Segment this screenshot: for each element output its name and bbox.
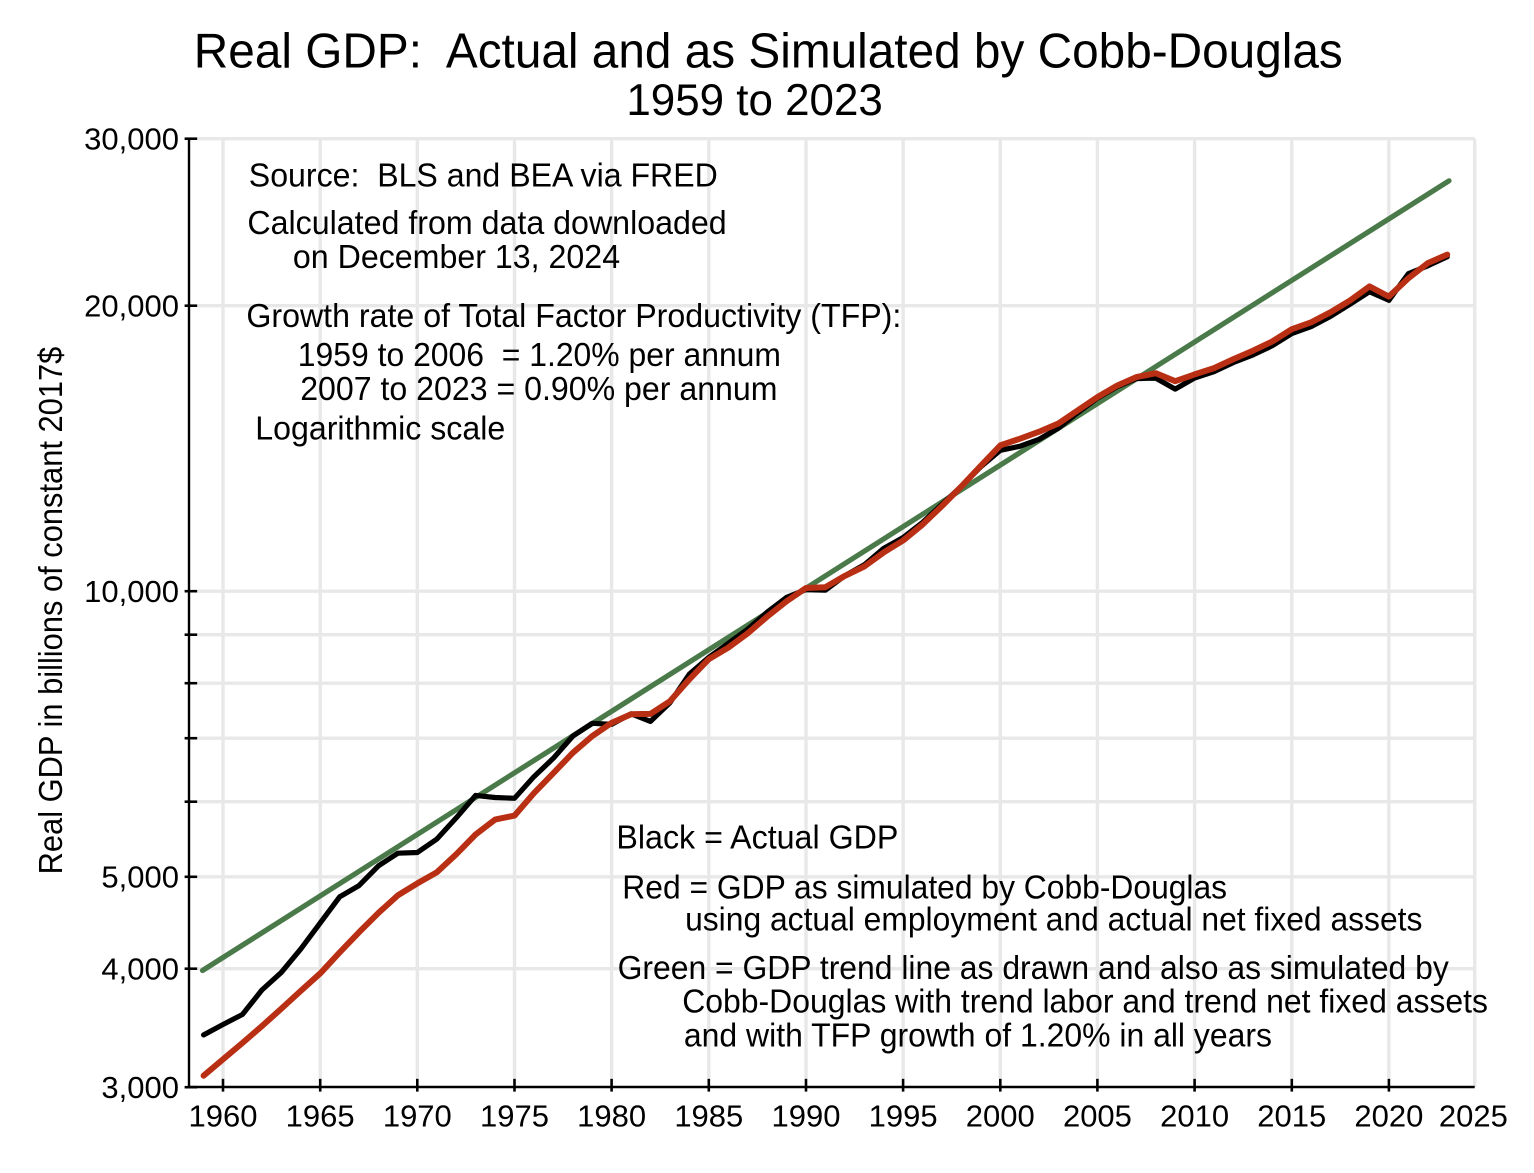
svg-text:2015: 2015 — [1257, 1098, 1326, 1133]
svg-text:1975: 1975 — [480, 1098, 549, 1133]
svg-text:Source: BLS and BEA via FRED: Source: BLS and BEA via FRED — [249, 157, 718, 194]
svg-text:Cobb-Douglas with trend labor: Cobb-Douglas with trend labor and trend … — [682, 982, 1488, 1019]
svg-text:using actual employment and ac: using actual employment and actual net f… — [685, 900, 1422, 937]
svg-text:Green = GDP trend line as draw: Green = GDP trend line as drawn and also… — [618, 949, 1450, 986]
svg-text:2005: 2005 — [1063, 1098, 1132, 1133]
svg-text:and with TFP growth of 1.20% i: and with TFP growth of 1.20% in all year… — [684, 1017, 1272, 1054]
svg-text:1990: 1990 — [771, 1098, 840, 1133]
svg-text:1980: 1980 — [577, 1098, 646, 1133]
svg-text:2000: 2000 — [966, 1098, 1035, 1133]
svg-text:1960: 1960 — [189, 1098, 258, 1133]
svg-text:20,000: 20,000 — [84, 289, 179, 324]
svg-text:on December 13, 2024: on December 13, 2024 — [293, 238, 620, 275]
svg-text:1959 to 2006 = 1.20% per annu: 1959 to 2006 = 1.20% per annum — [298, 336, 781, 373]
svg-text:Calculated from data downloade: Calculated from data downloaded — [247, 204, 726, 241]
svg-text:2010: 2010 — [1160, 1098, 1229, 1133]
svg-text:Real GDP in billions of consta: Real GDP in billions of constant 2017$ — [32, 347, 69, 875]
svg-text:Real GDP: Actual and as Simul: Real GDP: Actual and as Simulated by Cob… — [194, 24, 1343, 78]
svg-text:1995: 1995 — [869, 1098, 938, 1133]
svg-text:Red = GDP as simulated by Cobb: Red = GDP as simulated by Cobb-Douglas — [622, 869, 1227, 906]
svg-text:2025: 2025 — [1439, 1098, 1508, 1133]
svg-text:Logarithmic scale: Logarithmic scale — [255, 409, 505, 446]
svg-text:Growth rate of Total Factor Pr: Growth rate of Total Factor Productivity… — [246, 297, 901, 334]
svg-text:1965: 1965 — [286, 1098, 355, 1133]
svg-text:1970: 1970 — [383, 1098, 452, 1133]
svg-text:4,000: 4,000 — [101, 951, 179, 986]
svg-text:5,000: 5,000 — [101, 860, 179, 895]
svg-text:30,000: 30,000 — [84, 122, 179, 157]
svg-text:1959 to 2023: 1959 to 2023 — [626, 76, 883, 125]
svg-text:10,000: 10,000 — [84, 574, 179, 609]
svg-text:Black = Actual GDP: Black = Actual GDP — [616, 819, 898, 856]
svg-text:2007 to 2023 = 0.90% per annum: 2007 to 2023 = 0.90% per annum — [300, 370, 777, 407]
svg-text:2020: 2020 — [1354, 1098, 1423, 1133]
svg-text:1985: 1985 — [674, 1098, 743, 1133]
svg-text:3,000: 3,000 — [101, 1070, 179, 1105]
